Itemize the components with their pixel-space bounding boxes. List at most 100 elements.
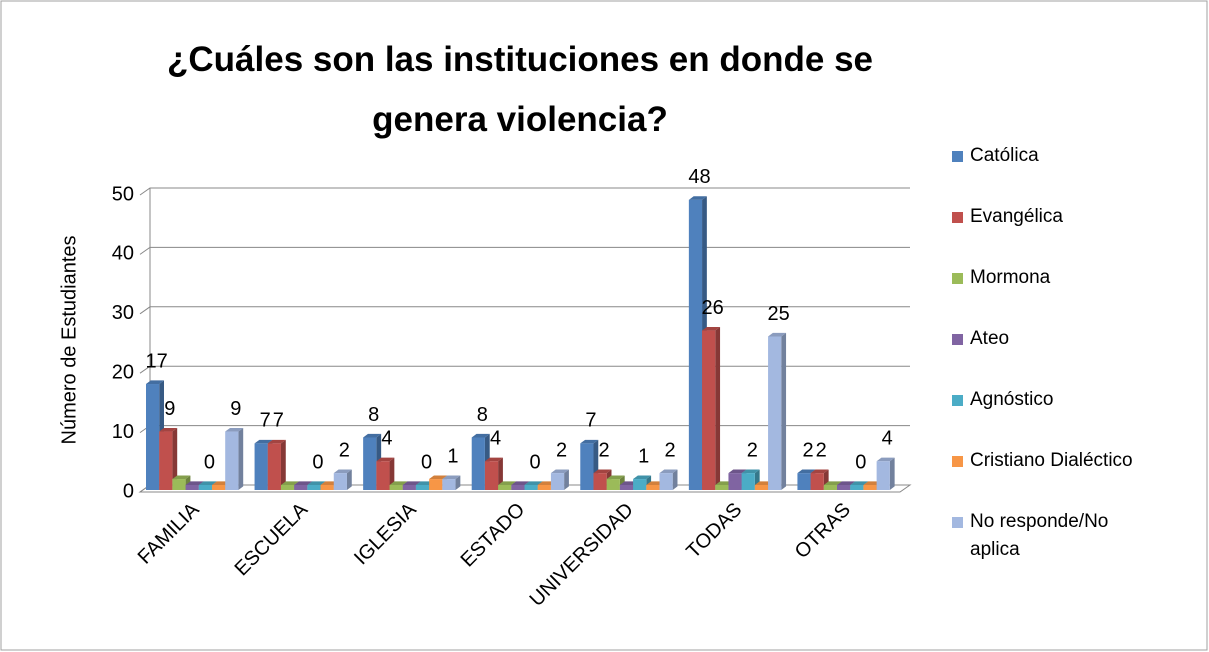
data-label: 26 <box>702 297 724 319</box>
bar-front <box>633 479 647 490</box>
grid-line <box>139 306 910 315</box>
bar-front <box>810 473 824 490</box>
bar-top <box>172 475 191 480</box>
bar-top <box>850 481 869 485</box>
bar-front <box>646 485 660 490</box>
bar-top <box>768 332 787 337</box>
bar-front <box>550 473 565 490</box>
data-label: 0 <box>312 451 323 473</box>
bar-top <box>659 469 678 474</box>
data-label: 7 <box>273 410 284 432</box>
bar <box>659 469 678 490</box>
data-label: 8 <box>477 404 488 426</box>
bar-top <box>294 481 313 485</box>
bar-top <box>471 433 490 438</box>
legend-swatch <box>952 456 963 467</box>
legend-item: Agnóstico <box>952 386 1197 447</box>
bar-top <box>728 469 747 474</box>
x-tick-label: ESCUELA <box>231 498 313 580</box>
x-tick-label: TODAS <box>682 499 746 563</box>
y-tick-label: 50 <box>112 183 134 205</box>
bar-front <box>688 199 703 490</box>
bar <box>333 469 352 490</box>
data-label: 9 <box>230 398 241 420</box>
data-label: 2 <box>802 439 813 461</box>
bar-top <box>307 481 326 485</box>
data-label: 48 <box>688 166 710 188</box>
data-label: 2 <box>665 439 676 461</box>
bar-top <box>606 475 625 480</box>
legend-swatch <box>952 273 963 284</box>
bar-front <box>320 485 334 490</box>
bar-side <box>389 457 395 490</box>
legend-item: Ateo <box>952 325 1197 386</box>
bar <box>376 457 395 490</box>
bar-front <box>389 485 403 490</box>
bar-front <box>402 485 416 490</box>
bar-front <box>606 479 620 490</box>
bar-front <box>797 473 811 490</box>
data-label: 0 <box>530 451 541 473</box>
bar <box>702 326 721 490</box>
bar <box>159 427 178 490</box>
bar-top <box>280 481 299 485</box>
bar-side <box>564 469 569 490</box>
y-tick-label: 40 <box>112 243 134 265</box>
legend-label: No responde/No aplica <box>970 511 1109 560</box>
bar-top <box>333 469 352 474</box>
bar-front <box>198 485 212 490</box>
legend-swatch <box>952 334 963 345</box>
data-label: 8 <box>368 404 379 426</box>
bar-front <box>442 479 456 490</box>
bar-front <box>254 443 268 490</box>
bar-front <box>659 473 673 490</box>
legend-swatch <box>952 395 963 406</box>
bar-front <box>498 485 512 490</box>
data-label: 25 <box>768 303 790 325</box>
bar-top <box>363 433 382 438</box>
legend-swatch <box>952 151 963 162</box>
data-label: 4 <box>490 428 501 450</box>
bar <box>484 457 503 490</box>
data-label: 1 <box>638 445 649 467</box>
bar-top <box>159 427 178 432</box>
legend-item: Cristiano Dialéctico <box>952 447 1197 508</box>
bar-front <box>307 485 321 490</box>
grid-line <box>139 246 910 255</box>
bar-front <box>333 473 347 490</box>
bar-top <box>267 439 286 444</box>
bar-side <box>455 475 461 490</box>
bar-top <box>254 439 273 444</box>
legend-label: Ateo <box>970 328 1010 349</box>
bar-top <box>389 481 408 485</box>
bar-front <box>715 485 729 490</box>
x-tick-label: ESTADO <box>457 499 530 572</box>
y-tick-label: 0 <box>123 480 134 502</box>
x-tick-label: UNIVERSIDAD <box>526 499 638 611</box>
bar-front <box>212 485 226 490</box>
bar-front <box>225 431 239 490</box>
bar-front <box>876 461 890 490</box>
bar-front <box>823 485 838 490</box>
bar-top <box>146 380 164 385</box>
bar <box>225 427 244 490</box>
data-label: 2 <box>747 439 758 461</box>
bar-side <box>715 326 721 490</box>
bar-front <box>471 437 485 490</box>
y-axis-label: Número de Estudiantes <box>58 235 80 444</box>
bar-top <box>633 475 652 480</box>
bar-side <box>672 469 678 490</box>
bar-top <box>429 475 448 480</box>
y-tick-label: 10 <box>112 421 134 443</box>
data-label: 9 <box>164 398 175 420</box>
bar-side <box>238 427 244 490</box>
bar-front <box>619 485 634 490</box>
data-label: 0 <box>421 451 432 473</box>
grid-line <box>139 425 910 434</box>
bar-top <box>593 469 612 474</box>
y-tick-label: 30 <box>112 302 134 324</box>
y-tick-label: 20 <box>112 361 134 383</box>
grid-line <box>139 187 910 196</box>
